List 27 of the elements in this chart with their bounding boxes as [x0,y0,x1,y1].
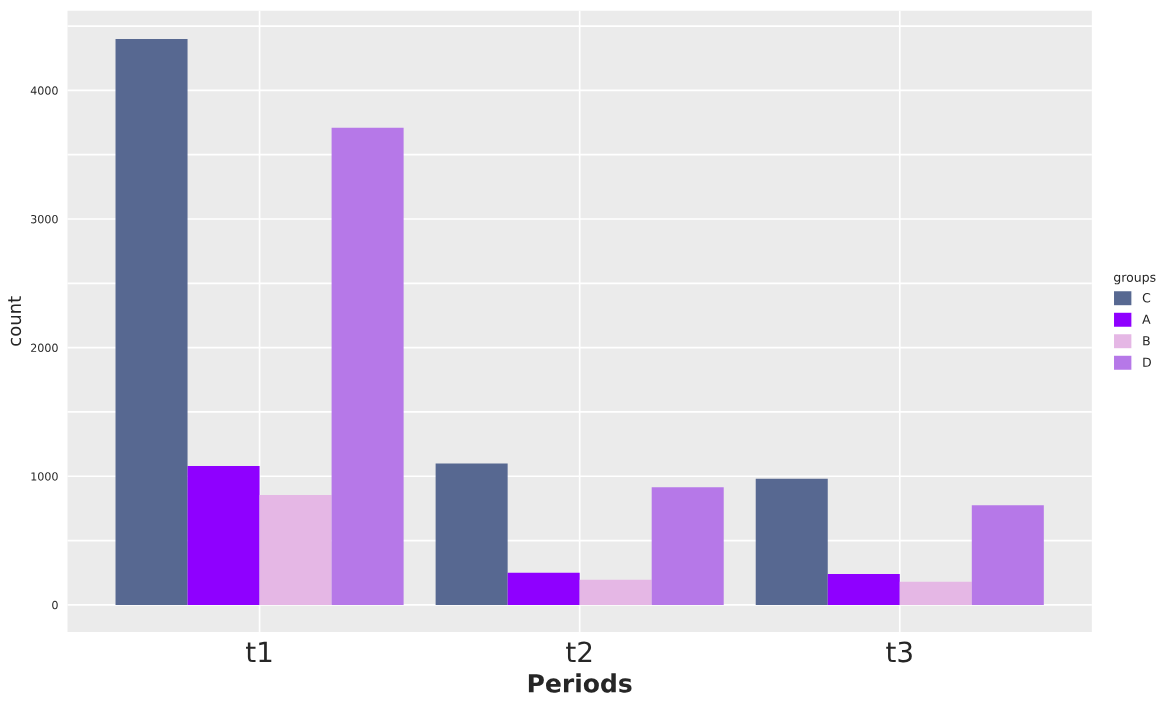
legend-label: C [1142,293,1151,303]
bar [115,38,188,605]
bar [331,127,404,605]
bar [435,463,508,605]
y-tick-label: 0 [52,600,58,610]
bar [899,581,972,605]
legend-title: groups [1114,274,1156,285]
bar [259,494,332,605]
bar [755,478,828,605]
y-tick-label: 4000 [30,86,58,95]
y-tick-label: 3000 [31,214,58,224]
legend-label: A [1142,314,1151,324]
legend-label: D [1143,357,1151,367]
bar [971,505,1044,605]
x-axis-title: Periods [528,673,632,693]
x-tick-label: t2 [566,641,592,663]
y-axis-title: count [8,296,22,346]
y-tick-label: 2000 [31,343,58,353]
bar [651,487,724,605]
bar [187,465,260,605]
bar [579,579,652,605]
y-tick-label: 1000 [31,472,58,481]
bar [827,574,900,605]
x-tick-label: t1 [246,641,272,663]
legend-label: B [1143,336,1150,346]
bar [507,572,580,605]
x-tick-label: t3 [886,641,912,663]
